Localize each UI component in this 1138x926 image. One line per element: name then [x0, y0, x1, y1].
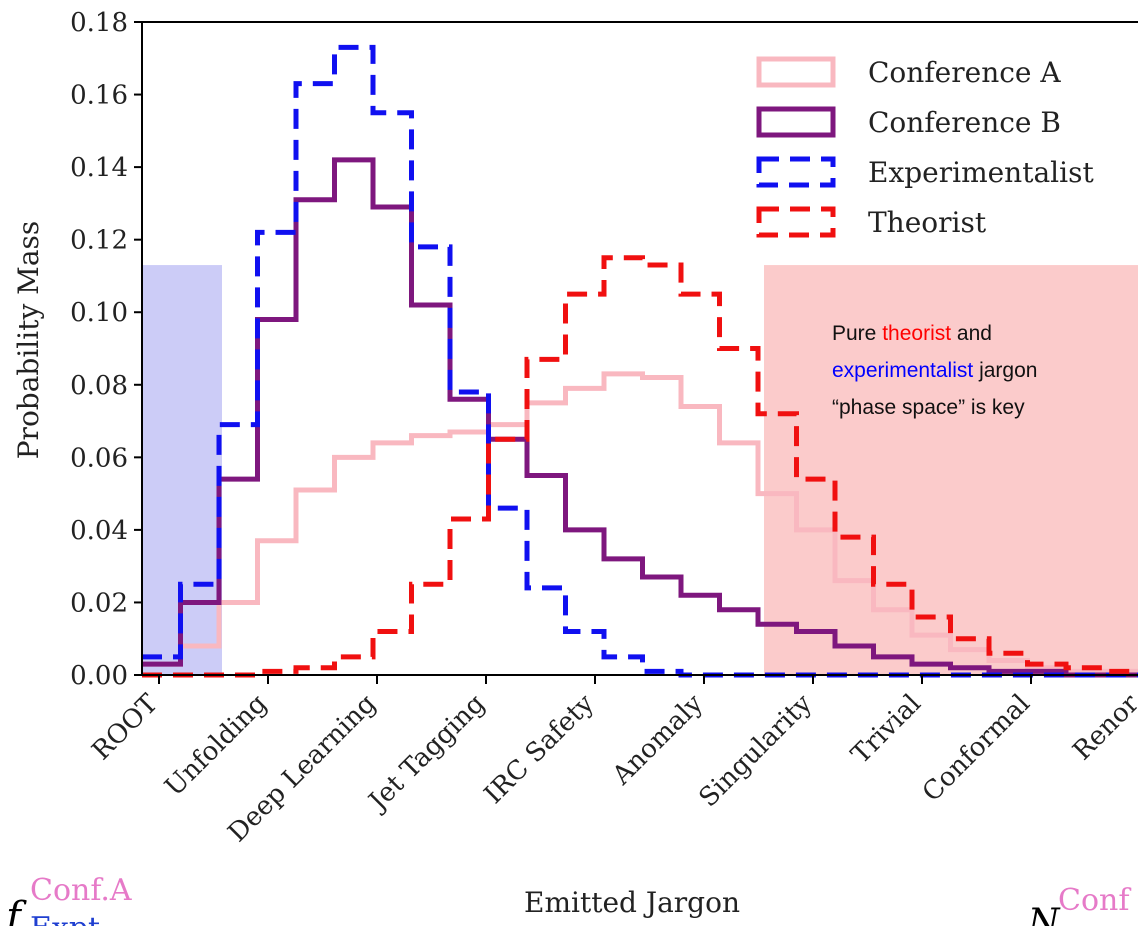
legend-swatch — [756, 156, 836, 188]
y-axis-label: Probability Mass — [12, 221, 45, 460]
x-tick-label: Renor — [1067, 688, 1138, 766]
legend-swatch — [756, 206, 836, 238]
annotation-line-2: experimentalist jargon — [832, 359, 1037, 382]
annotation-mid: and — [951, 322, 992, 345]
x-tick-label: Conformal — [917, 689, 1036, 808]
annotation-experimentalist-word: experimentalist — [832, 359, 973, 382]
x-tick-label: Jet Tagging — [361, 689, 491, 819]
x-tick-label: Trivial — [846, 689, 927, 770]
legend: Conference A Conference B Experimentalist T… — [756, 56, 1094, 239]
annotation-line-1: Pure theorist and — [832, 322, 992, 345]
x-tick-label: Singularity — [694, 689, 819, 814]
y-tick-label: 0.18 — [70, 8, 128, 38]
y-tick-label: 0.02 — [70, 588, 128, 618]
annotation-pre: Pure — [832, 322, 882, 345]
y-axis-ticks: 0.00 0.02 0.04 0.06 0.08 0.10 0.12 0.14 0.16 0.18 — [70, 8, 142, 691]
formula-fragment-left: f — [3, 894, 27, 926]
formula-left-subscript: Expt — [30, 911, 100, 926]
series-group — [142, 44, 1138, 678]
annotation-line-3: “phase space” is key — [832, 396, 1025, 419]
series-line-conference-a — [142, 371, 1138, 674]
axes — [141, 21, 1138, 676]
annotation-post: jargon — [973, 359, 1037, 382]
legend-label: Conference B — [868, 106, 1061, 139]
y-tick-label: 0.14 — [70, 153, 128, 183]
y-tick-label: 0.06 — [70, 443, 128, 473]
legend-label: Theorist — [868, 206, 987, 239]
series-line-experimentalist — [142, 44, 1138, 678]
x-tick-label: Anomaly — [606, 689, 709, 792]
formula-left-superscript: Conf.A — [30, 873, 132, 908]
x-tick-label: ROOT — [86, 688, 164, 766]
y-tick-label: 0.10 — [70, 298, 128, 328]
formula-N-symbol: N — [1027, 902, 1061, 926]
annotation-theorist-word: theorist — [882, 322, 951, 345]
theorist-region-shading — [764, 265, 1138, 675]
formula-f-symbol: f — [3, 894, 27, 926]
legend-label: Conference A — [868, 56, 1061, 89]
legend-swatch — [756, 106, 836, 138]
y-tick-label: 0.00 — [70, 661, 128, 691]
series-line-theorist — [142, 255, 1138, 678]
y-tick-label: 0.12 — [70, 226, 128, 256]
y-tick-label: 0.16 — [70, 81, 128, 111]
x-tick-label: Unfolding — [159, 689, 273, 803]
x-tick-label: IRC Safety — [479, 689, 600, 810]
legend-label: Experimentalist — [868, 156, 1094, 189]
legend-swatch — [756, 56, 836, 88]
formula-fragment-right: N — [1027, 902, 1061, 926]
y-tick-label: 0.04 — [70, 516, 128, 546]
x-axis-label: Emitted Jargon — [524, 886, 740, 919]
y-tick-label: 0.08 — [70, 371, 128, 401]
formula-right-superscript: Conf — [1058, 883, 1131, 918]
series-line-conference-b — [142, 157, 1138, 678]
